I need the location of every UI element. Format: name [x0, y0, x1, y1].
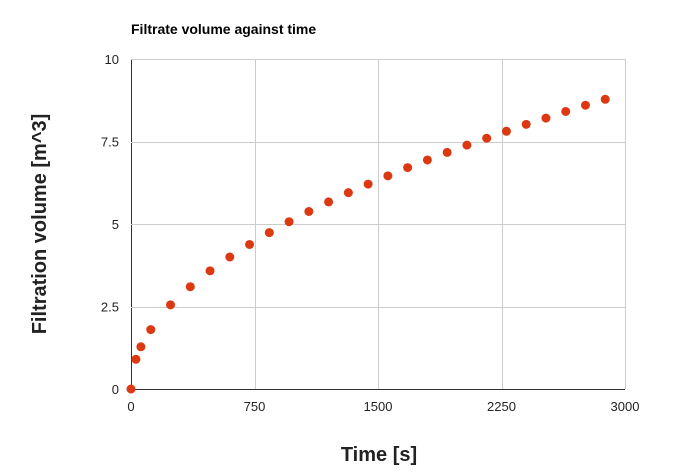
data-point [245, 239, 255, 249]
data-point [131, 354, 141, 364]
data-point [482, 133, 492, 143]
data-point [600, 94, 610, 104]
data-point [264, 228, 274, 238]
x-axis-label: Time [s] [341, 444, 417, 466]
data-point [561, 106, 571, 116]
data-point [126, 384, 136, 394]
y-tick-label: 0 [112, 382, 119, 397]
grid-lines [131, 59, 626, 390]
data-point [383, 171, 393, 181]
x-tick-label: 0 [127, 399, 134, 414]
data-point [205, 266, 215, 276]
data-point [146, 325, 156, 335]
data-point [324, 197, 334, 207]
x-tick-label: 2250 [487, 399, 516, 414]
tick-labels: 0 750 1500 2250 3000 0 2.5 5 7.5 10 [101, 52, 640, 414]
data-point [363, 179, 373, 189]
y-tick-label: 10 [105, 52, 119, 67]
x-tick-label: 750 [244, 399, 266, 414]
data-point [304, 206, 314, 216]
data-point [185, 282, 195, 292]
y-tick-label: 7.5 [101, 135, 119, 150]
y-axis-label: Filtration volume [m^3] [29, 114, 51, 335]
data-point [462, 140, 472, 150]
data-point [501, 126, 511, 136]
y-tick-label: 2.5 [101, 300, 119, 315]
x-tick-label: 1500 [364, 399, 393, 414]
data-point [284, 217, 294, 227]
data-point [422, 155, 432, 165]
data-point [521, 119, 531, 129]
data-point [343, 188, 353, 198]
data-point [403, 163, 413, 173]
data-point [541, 113, 551, 123]
data-point [225, 252, 235, 262]
data-point [166, 300, 176, 310]
data-points [126, 94, 610, 394]
y-tick-label: 5 [112, 217, 119, 232]
data-point [442, 147, 452, 157]
chart-title: Filtrate volume against time [131, 21, 316, 37]
x-tick-label: 3000 [611, 399, 640, 414]
data-point [136, 342, 146, 352]
data-point [580, 100, 590, 110]
